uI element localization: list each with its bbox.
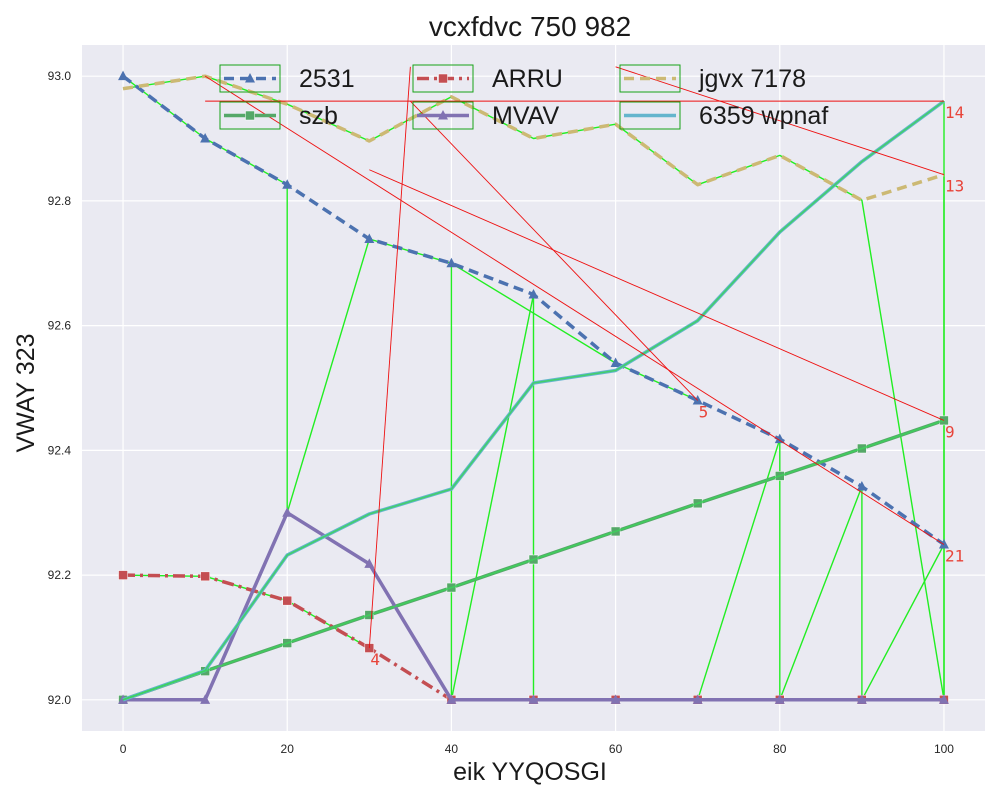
data-point: [282, 179, 293, 189]
legend-item: MVAV: [412, 101, 559, 130]
annotation-label: 5: [699, 402, 709, 421]
data-point: [774, 694, 785, 704]
data-point: [938, 539, 949, 549]
data-point: [118, 70, 129, 81]
series-highlight: [122, 419, 945, 701]
overlay-red-line: [368, 66, 411, 649]
data-point: [364, 558, 375, 568]
data-point: [692, 394, 703, 405]
data-point: [282, 507, 293, 517]
annotation-label: 9: [945, 422, 955, 441]
chart-title: vcxfdvc 750 982: [429, 11, 631, 42]
y-tick-label: 92.0: [48, 693, 72, 707]
legend-label: szb: [299, 102, 338, 130]
data-point: [528, 288, 539, 299]
annotation-label: 13: [945, 177, 964, 196]
y-tick-label: 92.6: [48, 319, 72, 333]
legend-item: jgvx 7178: [619, 64, 806, 93]
data-point: [610, 694, 621, 704]
overlay-red-line: [369, 169, 945, 421]
y-axis-label: VWAY 323: [12, 333, 40, 452]
annotations: 14 13 5 9 21 4: [370, 103, 964, 669]
x-tick-label: 40: [445, 742, 459, 756]
overlay-red-line: [204, 75, 945, 545]
series-layer: [118, 70, 949, 705]
legend-label: ARRU: [492, 65, 563, 93]
series-mvav: [118, 507, 949, 704]
annotation-label: 14: [945, 103, 964, 122]
legend-label: 2531: [299, 65, 355, 93]
legend-swatch-box: [219, 101, 281, 130]
legend-swatch-box: [412, 101, 474, 130]
data-point: [200, 571, 210, 582]
legend-swatch-marker: [245, 110, 255, 121]
overlay-red-line: [615, 66, 945, 176]
data-point: [446, 257, 457, 268]
data-point: [282, 595, 292, 606]
data-point: [938, 694, 949, 704]
legend-swatch-box: [619, 101, 681, 130]
x-axis-label: eik YYQOSGI: [453, 758, 607, 786]
overlay-red-line: [410, 100, 699, 401]
data-point: [856, 481, 867, 491]
data-point: [692, 694, 703, 704]
legend-label: jgvx 7178: [698, 65, 806, 93]
y-tick-label: 92.8: [48, 194, 72, 208]
data-point: [856, 694, 867, 704]
series-2531: [118, 70, 949, 549]
data-point: [528, 694, 539, 704]
data-point: [364, 233, 375, 243]
x-tick-label: 100: [934, 742, 954, 756]
legend-label: 6359 wpnaf: [699, 102, 828, 130]
overlay-green-line: [122, 574, 370, 649]
data-point: [446, 694, 457, 704]
data-point: [610, 357, 621, 368]
legend-label: MVAV: [492, 102, 559, 130]
x-tick-label: 80: [773, 742, 787, 756]
data-point: [118, 570, 128, 580]
legend-item: ARRU: [412, 64, 563, 93]
tick-labels: 0 20 40 60 80 100 92.0 92.2 92.4 92.6 92.8 93.0: [48, 69, 955, 756]
legend-swatch-box: [412, 64, 474, 93]
data-point: [774, 433, 785, 444]
overlay-green-line: [451, 262, 698, 402]
legend-item: 2531: [219, 64, 355, 93]
data-point: [200, 133, 211, 143]
series-highlight: [122, 100, 945, 701]
x-tick-label: 20: [281, 742, 295, 756]
legend-swatch-box: [219, 64, 281, 93]
legend-swatch-marker: [438, 73, 448, 84]
legend-swatch-marker: [438, 110, 448, 120]
y-tick-label: 92.4: [48, 443, 72, 457]
legend-item: 6359 wpnaf: [619, 101, 828, 130]
y-tick-label: 93.0: [48, 69, 72, 83]
legend: 2531 ARRU jgvx 7178 szb MVAV 6359 wpnaf: [219, 64, 828, 130]
green-highlight: [122, 100, 945, 701]
red-overlay: [204, 66, 945, 649]
legend-swatch-marker: [245, 73, 255, 83]
annotation-label: 4: [370, 650, 380, 669]
x-tick-label: 0: [120, 742, 127, 756]
data-point: [200, 694, 211, 704]
x-tick-label: 60: [609, 742, 623, 756]
annotation-label: 21: [945, 547, 964, 566]
legend-swatch-box: [619, 64, 681, 93]
legend-item: szb: [219, 101, 338, 130]
y-tick-label: 92.2: [48, 568, 72, 582]
